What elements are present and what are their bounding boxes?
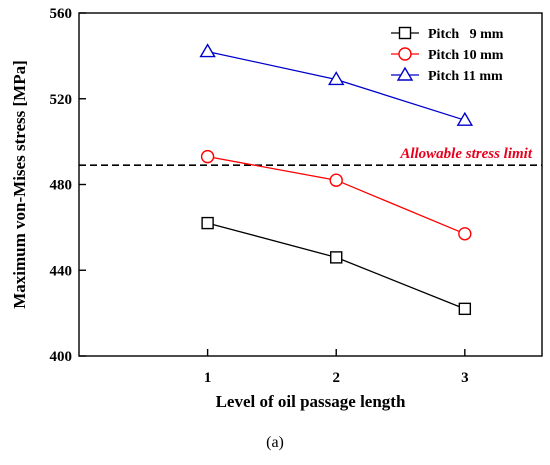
legend-label: Pitch 10 mm bbox=[428, 48, 504, 63]
legend-entry: Pitch 9 mm bbox=[391, 26, 504, 42]
x-tick-label: 3 bbox=[461, 370, 469, 386]
data-point bbox=[330, 251, 343, 264]
x-axis-title: Level of oil passage length bbox=[216, 392, 406, 411]
series-line bbox=[207, 50, 466, 121]
y-tick-label: 480 bbox=[50, 178, 73, 194]
legend-label: Pitch 9 mm bbox=[428, 27, 504, 42]
data-point bbox=[458, 302, 472, 316]
series-line bbox=[207, 155, 466, 235]
y-tick-label: 560 bbox=[50, 6, 73, 22]
data-point bbox=[201, 216, 214, 230]
legend-marker bbox=[398, 26, 412, 40]
legend-entry: Pitch 10 mm bbox=[391, 47, 504, 63]
reference-line-label: Allowable stress limit bbox=[399, 146, 533, 162]
data-point bbox=[329, 173, 343, 187]
figure-caption: (a) bbox=[266, 434, 284, 451]
series-1 bbox=[201, 216, 472, 316]
x-tick-label: 1 bbox=[204, 370, 212, 386]
y-tick-label: 440 bbox=[50, 263, 73, 279]
series-group bbox=[199, 43, 474, 316]
y-tick-label: 400 bbox=[50, 349, 73, 365]
plot-area bbox=[78, 12, 543, 357]
data-point bbox=[456, 111, 474, 126]
legend-marker bbox=[398, 47, 412, 61]
data-point bbox=[199, 43, 216, 58]
ticks-group: 400 440 480 520 560 1 2 3 bbox=[50, 6, 469, 386]
legend-label: Pitch 11 mm bbox=[428, 69, 503, 84]
legend: Pitch 9 mm Pitch 10 mm Pitch 11 mm bbox=[391, 26, 504, 84]
data-point bbox=[458, 227, 472, 241]
chart: 400 440 480 520 560 1 2 3 Pitch 9 mm Pitch 10 mm… bbox=[10, 6, 543, 411]
plot-frame bbox=[78, 12, 543, 357]
data-point bbox=[200, 149, 215, 164]
y-axis-title: Maximum von-Mises stress [MPa] bbox=[10, 60, 29, 309]
series-3 bbox=[199, 43, 474, 126]
data-point bbox=[328, 71, 345, 86]
legend-entry: Pitch 11 mm bbox=[391, 66, 503, 84]
series-line bbox=[207, 222, 466, 310]
y-tick-label: 520 bbox=[50, 92, 73, 108]
series-2 bbox=[200, 149, 472, 241]
legend-marker bbox=[396, 66, 414, 81]
x-tick-label: 2 bbox=[332, 370, 340, 386]
